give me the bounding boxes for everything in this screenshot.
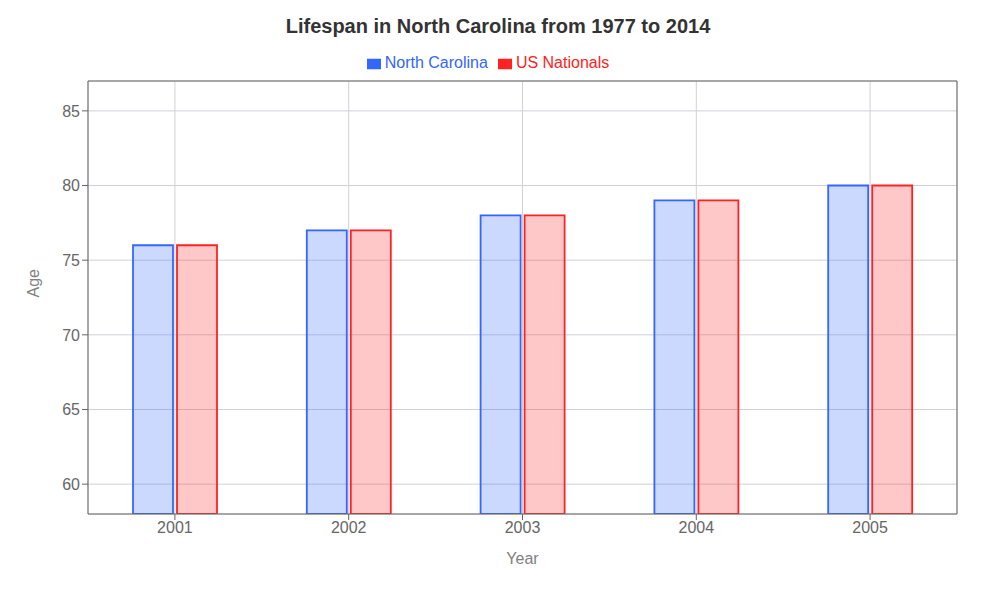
svg-text:Year: Year	[506, 550, 539, 567]
svg-text:2001: 2001	[157, 519, 193, 536]
svg-text:2005: 2005	[852, 519, 888, 536]
svg-text:Age: Age	[25, 269, 42, 298]
svg-text:60: 60	[62, 476, 80, 493]
html-text:US Nationals: US Nationals	[515, 54, 610, 71]
html-text:North Carolina: North Carolina	[384, 54, 488, 71]
html-text:Lifespan in North Carolina fro: Lifespan in North Carolina from 1977 to …	[285, 15, 711, 37]
svg-text:65: 65	[62, 401, 80, 418]
svg-text:70: 70	[62, 327, 80, 344]
svg-text:2002: 2002	[331, 519, 367, 536]
svg-text:85: 85	[62, 103, 80, 120]
svg-text:75: 75	[62, 252, 80, 269]
svg-text:80: 80	[62, 177, 80, 194]
svg-text:2003: 2003	[505, 519, 541, 536]
svg-text:2004: 2004	[679, 519, 715, 536]
